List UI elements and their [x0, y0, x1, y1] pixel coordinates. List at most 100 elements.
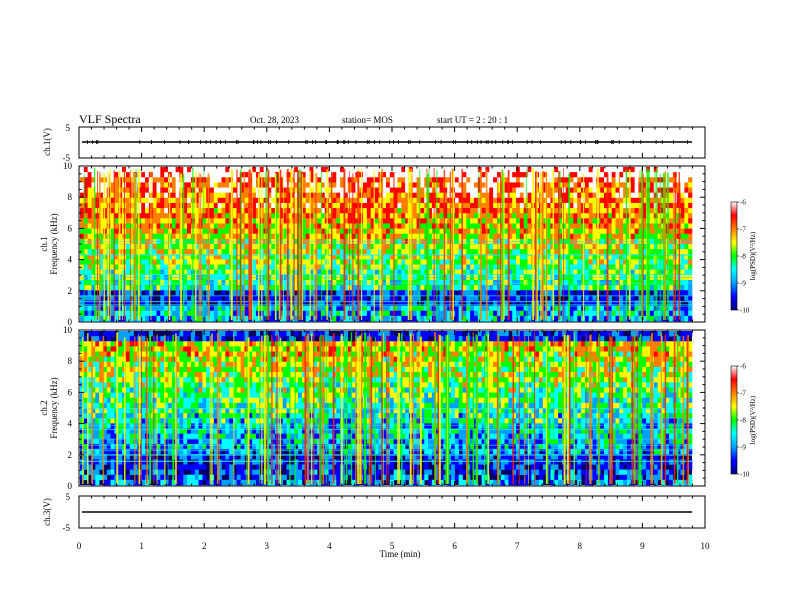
spectrogram-cell: [114, 310, 119, 317]
spectrogram-cell: [412, 197, 417, 204]
spectrogram-cell: [454, 264, 459, 270]
spectrogram-cell: [397, 197, 402, 204]
spectrogram-cell: [592, 182, 597, 188]
spectrogram-cell: [183, 244, 188, 250]
spectrogram-cell: [233, 295, 238, 301]
spectrogram-cell: [443, 305, 448, 312]
spectrogram-cell: [470, 279, 475, 286]
spectrogram-cell: [604, 305, 609, 312]
spectrogram-cell: [389, 233, 394, 240]
spectrogram-cell: [271, 202, 276, 209]
spectrogram-cell: [183, 249, 188, 255]
spectrogram-cell: [290, 285, 295, 291]
spectrogram-cell: [496, 197, 502, 204]
spectrogram-cell: [202, 208, 207, 214]
spectrogram-cell: [160, 310, 165, 317]
spectrogram-cell: [477, 233, 482, 240]
spectrogram-cell: [466, 295, 471, 301]
spectrogram-cell: [213, 167, 218, 173]
spectrogram-cell: [542, 192, 547, 199]
spectrogram-cell: [512, 310, 517, 317]
spectrogram-cell: [317, 218, 322, 224]
spectrogram-cell: [657, 182, 662, 188]
spectrogram-cell: [83, 167, 88, 173]
spectrogram-cell: [458, 172, 463, 178]
spectrogram-cell: [110, 208, 115, 214]
spectrogram-cell: [271, 305, 276, 312]
spectrogram-cell: [508, 192, 513, 199]
spectrogram-cell: [80, 172, 85, 178]
spectrogram-cell: [145, 279, 150, 286]
spectrogram-cell: [611, 192, 616, 199]
spectrogram-cell: [114, 290, 119, 296]
spectrogram-cell: [366, 290, 371, 296]
spectrogram-cell: [619, 285, 624, 291]
spectrogram-cell: [156, 269, 161, 276]
spectrogram-cell: [481, 264, 486, 270]
spectrogram-cell: [87, 192, 92, 199]
spectrogram-cell: [187, 300, 192, 306]
spectrogram-cell: [202, 218, 207, 224]
spectrogram-cell: [225, 259, 230, 265]
spectrogram-cell: [573, 192, 578, 199]
spectrogram-cell: [607, 223, 612, 229]
spectrogram-cell: [569, 269, 574, 276]
spectrogram-cell: [477, 279, 482, 286]
spectrogram-cell: [458, 208, 463, 214]
spectrogram-cell: [240, 285, 245, 291]
spectrogram-cell: [600, 315, 605, 322]
spectrogram-cell: [114, 223, 119, 229]
spectrogram-cell: [604, 177, 609, 183]
spectrogram-cell: [508, 213, 513, 219]
spectrogram-cell: [332, 310, 337, 317]
spectrogram-cell: [252, 218, 257, 224]
spectrogram-cell: [240, 290, 245, 296]
spectrogram-cell: [523, 202, 528, 209]
spectrogram-cell: [653, 264, 658, 270]
spectrogram-cell: [175, 305, 180, 312]
spectrogram-cell: [634, 285, 639, 291]
spectrogram-cell: [320, 228, 326, 235]
spectrogram-cell: [462, 244, 467, 250]
spectrogram-cell: [634, 177, 639, 183]
spectrogram-cell: [416, 310, 421, 317]
spectrogram-cell: [588, 295, 593, 301]
spectrogram-cell: [604, 249, 609, 255]
spectrogram-cell: [83, 305, 88, 312]
spectrogram-cell: [489, 228, 494, 235]
spectrogram-cell: [141, 279, 146, 286]
spectrogram-cell: [171, 259, 176, 265]
ch1-waveform-ylabel: ch.1(V): [42, 128, 52, 156]
spectrogram-cell: [386, 177, 391, 183]
spectrogram-cell: [592, 305, 597, 312]
spectrogram-cell: [416, 285, 421, 291]
spectrogram-cell: [370, 285, 375, 291]
spectrogram-cell: [619, 182, 624, 188]
spectrogram-cell: [336, 177, 341, 183]
spectrogram-cell: [171, 285, 176, 291]
spectrogram-cell: [363, 254, 368, 260]
spectrogram-cell: [401, 177, 406, 183]
spectrogram-cell: [125, 249, 131, 255]
spectrogram-cell: [512, 244, 517, 250]
spectrogram-cell: [642, 264, 647, 270]
spectrogram-cell: [363, 305, 368, 312]
spectrogram-cell: [634, 290, 639, 296]
spectrogram-cell: [592, 295, 597, 301]
spectrogram-cell: [240, 213, 245, 219]
spectrogram-cell: [684, 259, 689, 265]
spectrogram-cell: [152, 177, 157, 183]
spectrogram-cell: [80, 377, 85, 383]
spectrogram-cell: [363, 182, 368, 188]
spectrogram-cell: [527, 223, 532, 229]
spectrogram-cell: [244, 187, 249, 193]
spectrogram-cell: [592, 167, 597, 173]
spectrogram-cell: [80, 336, 85, 342]
spectrogram-cell: [347, 259, 352, 265]
spectrogram-cell: [87, 213, 92, 219]
spectrogram-cell: [443, 254, 448, 260]
spectrogram-cell: [493, 208, 498, 214]
spectrogram-cell: [493, 249, 498, 255]
spectrogram-cell: [607, 192, 612, 199]
spectrogram-cell: [213, 187, 218, 193]
